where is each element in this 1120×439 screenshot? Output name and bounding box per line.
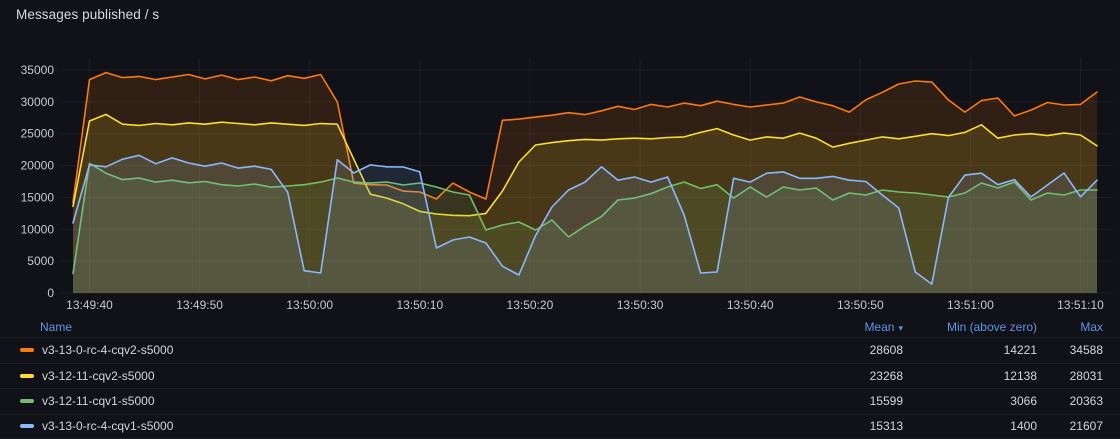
series-min: 1400 bbox=[1010, 419, 1037, 434]
timeseries-chart[interactable]: 0 5000 10000 15000 20000 25000 30000 35000 13:49… bbox=[0, 0, 1120, 316]
y-axis-label: 35000 bbox=[21, 63, 55, 77]
x-axis-label: 13:49:50 bbox=[176, 298, 223, 312]
series-mean: 28608 bbox=[869, 343, 903, 358]
series-color-swatch bbox=[20, 399, 34, 404]
legend-row[interactable]: v3-12-11-cqv2-s5000 23268 12138 28031 bbox=[0, 362, 1120, 389]
y-axis-label: 10000 bbox=[21, 222, 55, 236]
series-line-v3-13-0-rc-4-cqv1-s5000 bbox=[72, 154, 1098, 285]
series-name[interactable]: v3-12-11-cqv2-s5000 bbox=[42, 368, 155, 383]
panel-title[interactable]: Messages published / s bbox=[16, 7, 160, 22]
x-axis-label: 13:49:40 bbox=[66, 298, 113, 312]
series-mean: 15313 bbox=[869, 419, 903, 434]
legend-header-mean[interactable]: Mean ▾ bbox=[743, 320, 903, 334]
series-area-v3-12-11-cqv1-s5000 bbox=[73, 163, 1097, 293]
series-name[interactable]: v3-12-11-cqv1-s5000 bbox=[42, 394, 155, 409]
series-area-v3-12-11-cqv2-s5000 bbox=[73, 114, 1097, 294]
y-axis-label: 5000 bbox=[27, 254, 54, 268]
series-min: 14221 bbox=[1003, 343, 1037, 358]
sort-caret-icon: ▾ bbox=[898, 322, 903, 333]
series-mean: 23268 bbox=[869, 368, 903, 383]
x-axis-label: 13:50:30 bbox=[617, 298, 664, 312]
x-axis-label: 13:51:10 bbox=[1057, 298, 1104, 312]
y-axis-label: 0 bbox=[47, 286, 54, 300]
series-min: 12138 bbox=[1003, 368, 1037, 383]
legend-header-min[interactable]: Min (above zero) bbox=[946, 319, 1037, 334]
y-axis-label: 25000 bbox=[21, 127, 55, 141]
series-line-v3-12-11-cqv2-s5000 bbox=[72, 113, 1098, 217]
series-mean: 15599 bbox=[869, 394, 903, 409]
legend-row[interactable]: v3-13-0-rc-4-cqv2-s5000 28608 14221 3458… bbox=[0, 337, 1120, 363]
legend-header-row: Name Mean ▾ Min (above zero) Max bbox=[0, 316, 1120, 337]
series-line-v3-13-0-rc-4-cqv2-s5000 bbox=[72, 71, 1098, 204]
legend-header-mean-label: Mean bbox=[864, 319, 895, 334]
legend-table: Name Mean ▾ Min (above zero) Max v3-13-0-… bbox=[0, 316, 1120, 439]
series-min: 3066 bbox=[1010, 394, 1037, 409]
legend-row[interactable]: v3-13-0-rc-4-cqv1-s5000 15313 1400 21607 bbox=[0, 413, 1120, 439]
x-axis-label: 13:50:50 bbox=[837, 298, 884, 312]
series-name[interactable]: v3-13-0-rc-4-cqv1-s5000 bbox=[42, 419, 174, 434]
series-color-swatch bbox=[20, 348, 34, 353]
x-axis-label: 13:50:10 bbox=[396, 298, 443, 312]
series-max: 28031 bbox=[1069, 368, 1103, 383]
y-axis-label: 20000 bbox=[21, 159, 55, 173]
series-color-swatch bbox=[20, 373, 34, 378]
series-max: 34588 bbox=[1069, 343, 1103, 358]
x-axis-label: 13:50:20 bbox=[507, 298, 554, 312]
x-axis-label: 13:50:00 bbox=[286, 298, 333, 312]
legend-header-name[interactable]: Name bbox=[40, 319, 73, 334]
series-name[interactable]: v3-13-0-rc-4-cqv2-s5000 bbox=[42, 343, 174, 358]
y-axis-label: 30000 bbox=[21, 95, 55, 109]
series-area-v3-13-0-rc-4-cqv1-s5000 bbox=[73, 155, 1097, 293]
legend-row[interactable]: v3-12-11-cqv1-s5000 15599 3066 20363 bbox=[0, 388, 1120, 414]
series-max: 21607 bbox=[1069, 419, 1103, 434]
y-axis-label: 15000 bbox=[21, 190, 55, 204]
series-color-swatch bbox=[20, 424, 34, 429]
legend-header-max[interactable]: Max bbox=[1080, 319, 1103, 334]
series-line-v3-12-11-cqv1-s5000 bbox=[72, 162, 1098, 275]
x-axis-label: 13:50:40 bbox=[727, 298, 774, 312]
series-max: 20363 bbox=[1069, 394, 1103, 409]
x-axis-label: 13:51:00 bbox=[947, 298, 994, 312]
